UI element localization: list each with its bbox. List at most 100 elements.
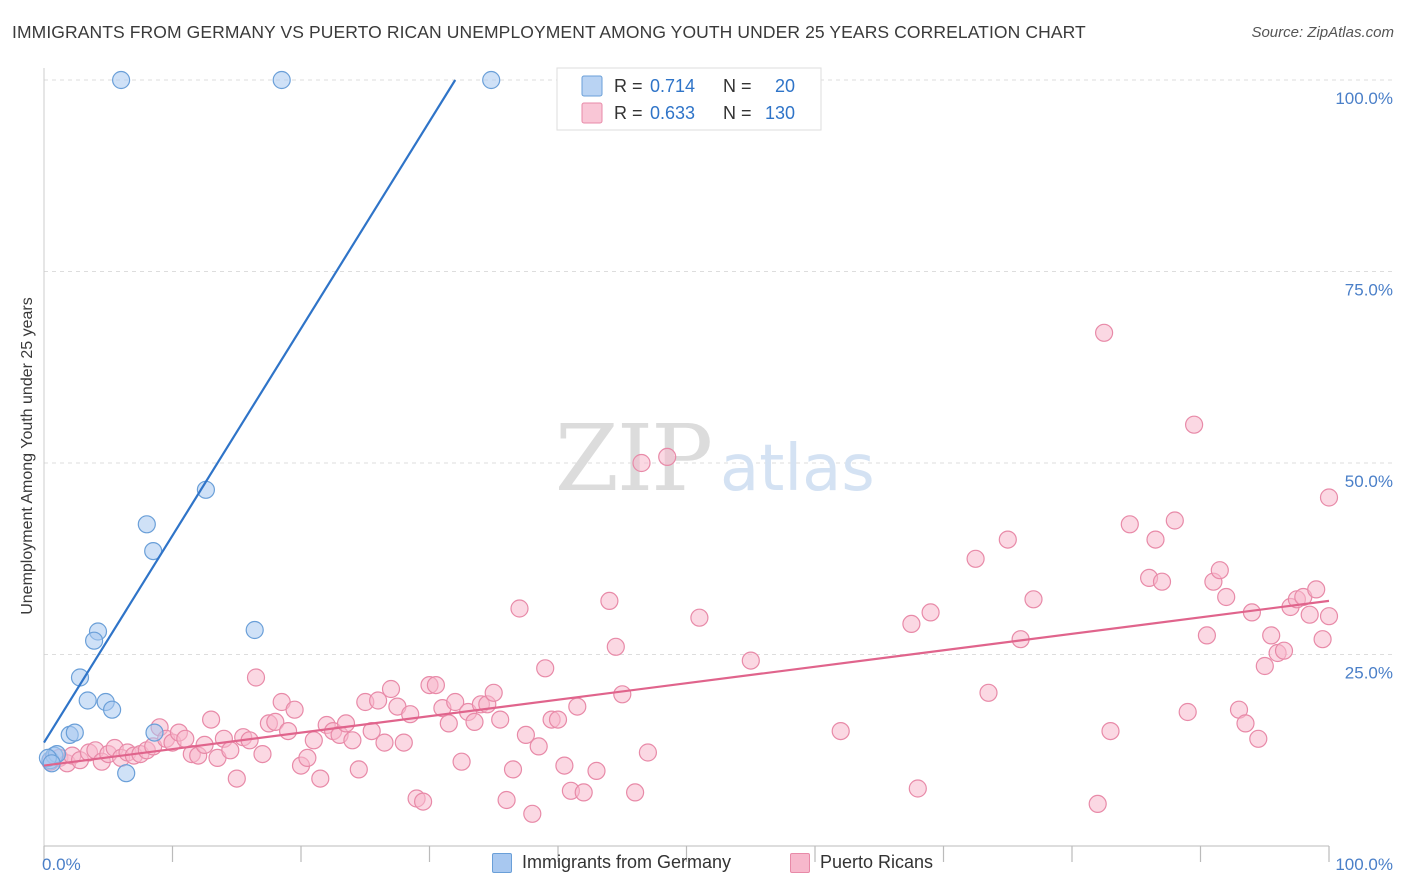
point-s1-94 [902, 614, 921, 634]
point-s1-121 [1262, 626, 1281, 645]
bottom-legend: Immigrants from Germany Puerto Ricans [0, 852, 1406, 878]
point-s1-99 [998, 530, 1017, 549]
point-s1-95 [908, 779, 927, 798]
legend-swatch-puerto-ricans [790, 852, 810, 873]
axes [43, 68, 1330, 862]
point-s1-88 [638, 743, 658, 762]
point-s1-84 [600, 591, 619, 611]
point-s1-93 [831, 721, 850, 741]
point-s1-128 [1307, 580, 1326, 599]
point-s1-96 [921, 603, 940, 622]
point-s1-76 [536, 659, 555, 678]
stats-r-value-0: 0.714 [650, 76, 695, 96]
trend-line-s0 [43, 79, 457, 744]
point-s1-105 [1120, 515, 1139, 534]
point-s1-104 [1101, 721, 1120, 741]
point-s1-41 [311, 769, 330, 788]
point-s1-123 [1274, 641, 1294, 660]
point-s1-86 [613, 685, 632, 704]
point-s1-61 [439, 714, 458, 733]
point-s1-130 [1319, 607, 1339, 626]
point-s1-98 [979, 683, 998, 702]
stats-r-label-1: R = [614, 103, 643, 123]
point-s1-74 [523, 804, 542, 823]
point-s1-97 [966, 549, 985, 568]
point-s1-72 [510, 599, 529, 618]
point-s1-78 [548, 710, 568, 729]
y-tick-label-2: 75.0% [1345, 281, 1393, 300]
point-s1-39 [298, 748, 317, 768]
point-s0-5 [111, 70, 131, 90]
point-s1-34 [266, 712, 285, 732]
point-s0-12 [84, 631, 104, 650]
point-s1-20 [176, 729, 195, 748]
y-tick-label-1: 50.0% [1345, 472, 1393, 491]
stats-n-value-0: 20 [775, 76, 795, 96]
source-label: Source: ZipAtlas.com [1251, 24, 1394, 41]
point-s1-51 [375, 733, 394, 752]
stats-legend: R = 0.714 N = 20 R = 0.633 N = 130 [556, 67, 822, 131]
point-s1-103 [1094, 323, 1114, 342]
chart-title: IMMIGRANTS FROM GERMANY VS PUERTO RICAN … [12, 22, 1086, 42]
point-s1-82 [574, 783, 593, 802]
point-s0-17 [102, 700, 122, 719]
point-s1-50 [369, 691, 388, 710]
stats-n-value-1: 130 [765, 103, 795, 123]
point-s1-59 [426, 675, 445, 695]
legend-label-puerto-ricans: Puerto Ricans [820, 852, 934, 872]
stats-n-label-1: N = [723, 103, 752, 123]
point-s1-114 [1210, 561, 1229, 580]
point-s1-40 [304, 731, 323, 750]
point-s1-24 [202, 710, 221, 729]
trend-line-s1 [43, 599, 1330, 767]
point-s1-91 [690, 608, 709, 627]
watermark-atlas: atlas [720, 432, 875, 506]
point-s1-109 [1165, 511, 1184, 530]
point-s1-27 [221, 741, 240, 760]
point-s1-117 [1236, 714, 1255, 733]
point-s1-111 [1184, 415, 1204, 434]
point-s1-87 [625, 783, 645, 802]
point-s1-101 [1024, 590, 1043, 609]
watermark: ZIP atlas [555, 405, 875, 512]
point-s1-57 [414, 792, 433, 811]
point-s1-70 [497, 790, 516, 810]
point-s0-13 [245, 620, 264, 640]
point-s0-15 [78, 691, 97, 710]
point-s1-54 [394, 733, 413, 752]
y-tick-label-0: 25.0% [1345, 664, 1393, 683]
y-tick-label-3: 100.0% [1335, 89, 1393, 108]
stats-r-label-0: R = [614, 76, 643, 96]
point-s1-63 [452, 752, 471, 771]
stats-n-label-0: N = [723, 76, 752, 96]
point-s1-83 [587, 761, 606, 781]
point-s1-52 [381, 679, 401, 699]
point-s1-32 [253, 744, 272, 764]
stats-swatch-0 [581, 75, 603, 97]
x-tick-label-1: 100.0% [1335, 855, 1393, 874]
point-s1-110 [1178, 702, 1197, 722]
point-s1-115 [1217, 587, 1236, 607]
legend-swatch-germany [492, 852, 512, 873]
point-s1-119 [1249, 729, 1268, 748]
point-s1-62 [446, 692, 465, 712]
point-s1-36 [279, 721, 298, 741]
legend-item-germany: Immigrants from Germany [492, 852, 731, 873]
stats-swatch-1 [581, 102, 603, 124]
point-s0-9 [137, 515, 156, 534]
point-s1-65 [465, 712, 484, 732]
point-s1-89 [632, 453, 651, 473]
point-s1-47 [349, 760, 368, 779]
point-s1-81 [568, 697, 587, 716]
point-s1-112 [1197, 626, 1217, 645]
point-s1-120 [1255, 656, 1274, 676]
point-s1-108 [1152, 572, 1172, 591]
tick-labels: 25.0% 50.0% 75.0% 100.0% 0.0% 100.0% [42, 89, 1393, 874]
point-s0-21 [117, 764, 136, 783]
point-s1-46 [343, 731, 362, 750]
stats-r-value-1: 0.633 [650, 103, 695, 123]
point-s1-131 [1319, 488, 1339, 507]
point-s1-37 [285, 700, 304, 719]
trend-lines [43, 79, 1330, 767]
point-s0-7 [482, 70, 501, 90]
